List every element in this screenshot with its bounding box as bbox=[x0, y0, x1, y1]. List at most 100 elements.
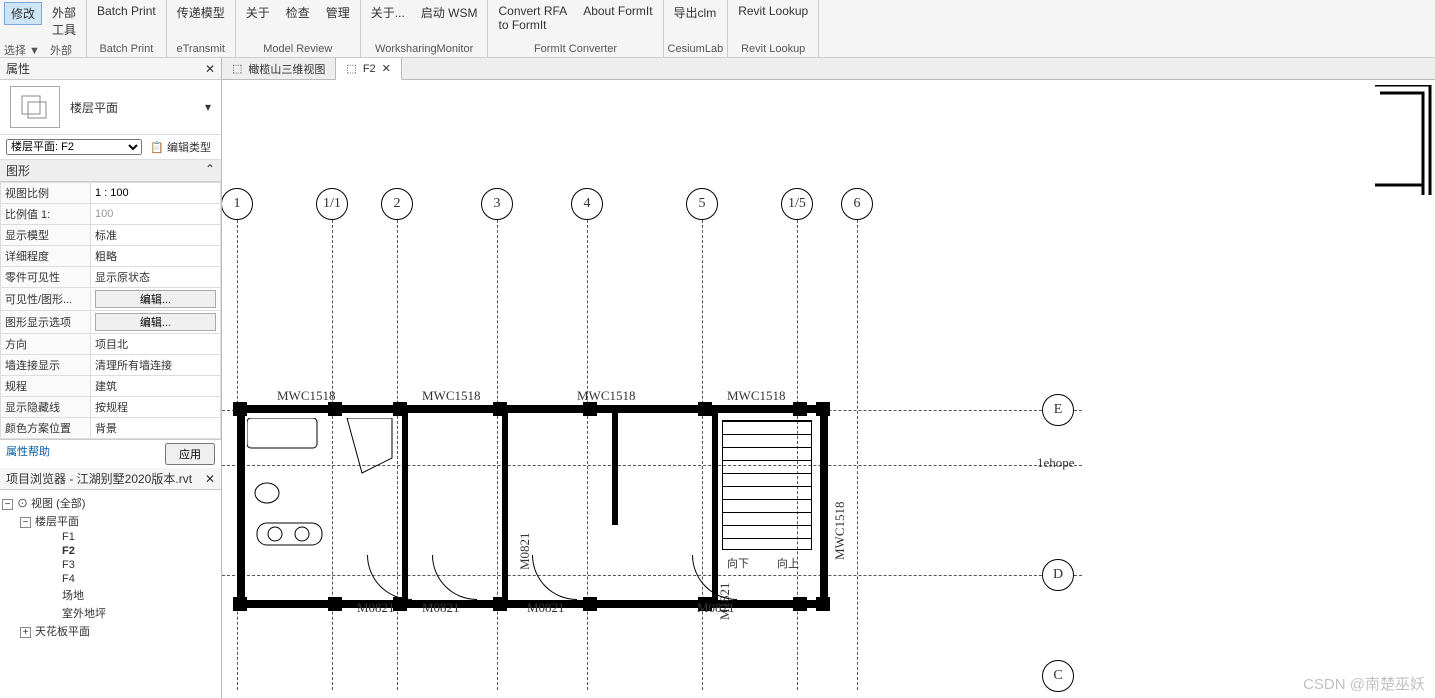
collapse-icon[interactable]: ⌃ bbox=[205, 162, 215, 179]
browser-title: 项目浏览器 - 江湖别墅2020版本.rvt bbox=[6, 470, 192, 487]
grid-line bbox=[397, 220, 398, 690]
tree-item[interactable]: −楼层平面 bbox=[2, 512, 219, 530]
tree-item[interactable]: 场地 bbox=[2, 586, 219, 604]
stair bbox=[722, 420, 812, 550]
column bbox=[583, 597, 597, 611]
plan-icon bbox=[10, 86, 60, 128]
launch-wsm-button[interactable]: 启动 WSM bbox=[415, 2, 484, 23]
wall bbox=[502, 405, 508, 605]
prop-key: 墙连接显示 bbox=[1, 355, 91, 376]
prop-value[interactable] bbox=[91, 183, 221, 204]
column bbox=[816, 597, 830, 611]
window-tag: MWC1518 bbox=[422, 388, 481, 404]
door-swing bbox=[432, 555, 477, 600]
grid-line bbox=[702, 220, 703, 690]
tree-item[interactable]: −⊙ 视图 (全部) bbox=[2, 494, 219, 512]
grid-bubble: 3 bbox=[481, 188, 513, 220]
tree-item[interactable]: +天花板平面 bbox=[2, 622, 219, 640]
tree-item[interactable]: F2 bbox=[2, 544, 219, 558]
prop-key: 零件可见性 bbox=[1, 267, 91, 288]
modify-button[interactable]: 修改 bbox=[4, 2, 42, 25]
drawing-canvas[interactable]: CSDN @南楚巫妖 11/123451/56E1ehopeDMWC1518MW… bbox=[222, 80, 1435, 698]
prop-key: 比例值 1: bbox=[1, 204, 91, 225]
grid-bubble: 1 bbox=[222, 188, 253, 220]
prop-value[interactable]: 100 bbox=[91, 204, 221, 225]
project-browser[interactable]: −⊙ 视图 (全部)−楼层平面F1F2F3F4场地室外地坪+天花板平面 bbox=[0, 490, 221, 698]
ribbon-group-label: eTransmit bbox=[171, 41, 231, 57]
check-button[interactable]: 检查 bbox=[280, 2, 316, 23]
revit-lookup-button[interactable]: Revit Lookup bbox=[732, 2, 814, 20]
grid-bubble: 1/1 bbox=[316, 188, 348, 220]
wall bbox=[820, 405, 828, 605]
close-icon[interactable]: ✕ bbox=[205, 472, 215, 486]
prop-value[interactable]: 编辑... bbox=[91, 288, 221, 311]
about-formit-button[interactable]: About FormIt bbox=[577, 2, 658, 20]
tree-item[interactable]: F3 bbox=[2, 558, 219, 572]
door-tag: M0821 bbox=[527, 600, 565, 616]
door-tag: M0821 bbox=[422, 600, 460, 616]
chevron-down-icon[interactable]: ▾ bbox=[205, 100, 211, 114]
fixtures bbox=[247, 418, 397, 538]
door-tag: M0821 bbox=[357, 600, 395, 616]
close-icon[interactable]: ✕ bbox=[205, 62, 215, 76]
properties-title: 属性 bbox=[6, 60, 30, 77]
grid-bubble: 1/5 bbox=[781, 188, 813, 220]
grid-bubble: C bbox=[1042, 660, 1074, 692]
ribbon-group-label: WorksharingMonitor bbox=[365, 41, 484, 57]
grid-line bbox=[587, 220, 588, 690]
prop-key: 颜色方案位置 bbox=[1, 418, 91, 439]
prop-value[interactable]: 标准 bbox=[91, 225, 221, 246]
prop-value[interactable]: 粗略 bbox=[91, 246, 221, 267]
type-preview[interactable]: 楼层平面 ▾ bbox=[0, 80, 221, 135]
close-icon[interactable]: ✕ bbox=[382, 62, 391, 75]
edit-type-button[interactable]: 📋 编辑类型 bbox=[146, 138, 215, 156]
prop-value[interactable]: 项目北 bbox=[91, 334, 221, 355]
batch-print-button[interactable]: Batch Print bbox=[91, 2, 162, 20]
grid-bubble: D bbox=[1042, 559, 1074, 591]
convert-rfa-button[interactable]: Convert RFAto FormIt bbox=[492, 2, 573, 34]
tree-item[interactable]: 室外地坪 bbox=[2, 604, 219, 622]
prop-value[interactable]: 背景 bbox=[91, 418, 221, 439]
column bbox=[493, 597, 507, 611]
prop-value[interactable]: 建筑 bbox=[91, 376, 221, 397]
ribbon-group-label: FormIt Converter bbox=[492, 41, 658, 57]
grid-bubble: E bbox=[1042, 394, 1074, 426]
tab-3d[interactable]: ⬚橄榄山三维视图 bbox=[222, 58, 336, 79]
window-tag: MWC1518 bbox=[727, 388, 786, 404]
section-graphics[interactable]: 图形⌃ bbox=[0, 160, 221, 182]
instance-select[interactable]: 楼层平面: F2 bbox=[6, 139, 142, 155]
transmit-model-button[interactable]: 传递模型 bbox=[171, 2, 231, 23]
about2-button[interactable]: 关于... bbox=[365, 2, 411, 23]
manage-button[interactable]: 管理 bbox=[320, 2, 356, 23]
prop-value[interactable]: 编辑... bbox=[91, 311, 221, 334]
column bbox=[393, 402, 407, 416]
external-tools-button[interactable]: 外部工具 bbox=[46, 2, 82, 40]
about-button[interactable]: 关于 bbox=[240, 2, 276, 23]
door-tag: MWC1518 bbox=[832, 502, 848, 561]
door-tag: M0821 bbox=[517, 532, 533, 570]
prop-value[interactable]: 清理所有墙连接 bbox=[91, 355, 221, 376]
select-dropdown[interactable]: 选择 ▼ bbox=[4, 40, 40, 60]
prop-key: 可见性/图形... bbox=[1, 288, 91, 311]
tree-item[interactable]: F1 bbox=[2, 530, 219, 544]
tree-item[interactable]: F4 bbox=[2, 572, 219, 586]
column bbox=[793, 597, 807, 611]
column bbox=[583, 402, 597, 416]
view-tabs: ⬚橄榄山三维视图⬚F2✕ bbox=[222, 58, 1435, 80]
column bbox=[328, 597, 342, 611]
ribbon-group-label: Batch Print bbox=[91, 41, 162, 57]
tab-f2[interactable]: ⬚F2✕ bbox=[336, 58, 401, 80]
column bbox=[328, 402, 342, 416]
browser-header: 项目浏览器 - 江湖别墅2020版本.rvt ✕ bbox=[0, 468, 221, 490]
apply-button[interactable]: 应用 bbox=[165, 443, 215, 465]
prop-key: 视图比例 bbox=[1, 183, 91, 204]
prop-value[interactable]: 按规程 bbox=[91, 397, 221, 418]
export-clm-button[interactable]: 导出clm bbox=[668, 2, 723, 23]
wall bbox=[612, 405, 618, 525]
grid-line bbox=[222, 575, 1082, 576]
properties-table: 视图比例比例值 1:100显示模型标准详细程度粗略零件可见性显示原状态可见性/图… bbox=[0, 182, 221, 439]
door-swing bbox=[367, 555, 412, 600]
prop-value[interactable]: 显示原状态 bbox=[91, 267, 221, 288]
ribbon-group-label: Revit Lookup bbox=[732, 41, 814, 57]
properties-help-link[interactable]: 属性帮助 bbox=[6, 443, 50, 465]
